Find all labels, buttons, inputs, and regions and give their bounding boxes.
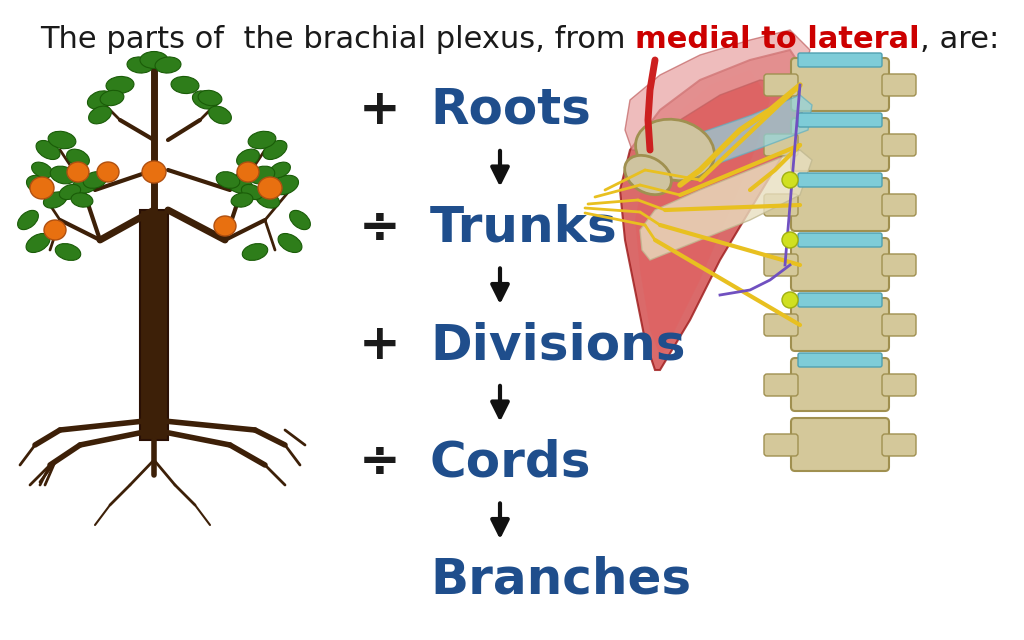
- Ellipse shape: [256, 192, 280, 208]
- FancyBboxPatch shape: [798, 233, 882, 247]
- Text: , are:: , are:: [920, 26, 999, 54]
- FancyBboxPatch shape: [764, 194, 798, 216]
- Ellipse shape: [27, 175, 53, 195]
- Bar: [140, 210, 168, 440]
- Ellipse shape: [30, 177, 54, 199]
- Ellipse shape: [87, 91, 113, 109]
- Ellipse shape: [83, 172, 106, 188]
- Ellipse shape: [71, 193, 93, 207]
- Ellipse shape: [193, 91, 217, 109]
- Text: Cords: Cords: [430, 438, 592, 486]
- Ellipse shape: [231, 193, 253, 207]
- Ellipse shape: [269, 162, 291, 178]
- Ellipse shape: [59, 184, 81, 200]
- Polygon shape: [625, 30, 810, 150]
- Ellipse shape: [249, 166, 274, 184]
- FancyBboxPatch shape: [791, 358, 889, 411]
- FancyBboxPatch shape: [791, 418, 889, 471]
- FancyBboxPatch shape: [882, 194, 916, 216]
- FancyBboxPatch shape: [798, 293, 882, 307]
- FancyBboxPatch shape: [764, 314, 798, 336]
- Polygon shape: [635, 70, 770, 355]
- Ellipse shape: [216, 172, 240, 188]
- Ellipse shape: [55, 244, 81, 260]
- Ellipse shape: [100, 90, 124, 106]
- Ellipse shape: [636, 119, 715, 180]
- FancyBboxPatch shape: [791, 238, 889, 291]
- Ellipse shape: [89, 106, 112, 124]
- Ellipse shape: [237, 162, 259, 182]
- Polygon shape: [640, 150, 812, 260]
- Circle shape: [782, 172, 798, 188]
- Ellipse shape: [67, 149, 89, 167]
- Text: ÷: ÷: [359, 204, 400, 252]
- Ellipse shape: [263, 141, 287, 159]
- FancyBboxPatch shape: [798, 53, 882, 67]
- Polygon shape: [620, 50, 810, 370]
- Ellipse shape: [17, 211, 38, 230]
- Ellipse shape: [43, 192, 67, 208]
- Ellipse shape: [73, 177, 97, 193]
- FancyBboxPatch shape: [798, 353, 882, 367]
- Text: ÷: ÷: [359, 438, 400, 486]
- Text: +: +: [359, 321, 400, 369]
- Ellipse shape: [243, 244, 267, 260]
- Circle shape: [782, 292, 798, 308]
- Ellipse shape: [155, 57, 181, 73]
- Ellipse shape: [67, 162, 89, 182]
- Ellipse shape: [106, 76, 134, 93]
- Ellipse shape: [290, 211, 310, 230]
- FancyBboxPatch shape: [882, 134, 916, 156]
- Text: medial to lateral: medial to lateral: [635, 26, 920, 54]
- Polygon shape: [635, 95, 812, 190]
- FancyBboxPatch shape: [764, 254, 798, 276]
- FancyBboxPatch shape: [764, 134, 798, 156]
- FancyBboxPatch shape: [882, 314, 916, 336]
- Ellipse shape: [140, 51, 168, 68]
- Ellipse shape: [97, 162, 119, 182]
- Ellipse shape: [26, 234, 50, 253]
- Ellipse shape: [50, 166, 76, 184]
- Ellipse shape: [142, 161, 166, 183]
- Text: +: +: [359, 86, 400, 134]
- Ellipse shape: [237, 149, 259, 167]
- Text: Branches: Branches: [430, 556, 691, 604]
- FancyBboxPatch shape: [882, 254, 916, 276]
- Ellipse shape: [171, 76, 199, 93]
- FancyBboxPatch shape: [764, 434, 798, 456]
- Ellipse shape: [271, 175, 299, 195]
- FancyBboxPatch shape: [764, 374, 798, 396]
- Ellipse shape: [258, 177, 282, 199]
- FancyBboxPatch shape: [791, 178, 889, 231]
- Circle shape: [782, 232, 798, 248]
- FancyBboxPatch shape: [791, 298, 889, 351]
- FancyBboxPatch shape: [882, 374, 916, 396]
- Ellipse shape: [279, 234, 302, 253]
- Ellipse shape: [242, 184, 262, 200]
- Ellipse shape: [214, 216, 236, 236]
- Ellipse shape: [32, 162, 52, 178]
- FancyBboxPatch shape: [882, 434, 916, 456]
- Ellipse shape: [127, 57, 153, 73]
- Ellipse shape: [36, 141, 60, 159]
- Ellipse shape: [209, 106, 231, 124]
- FancyBboxPatch shape: [798, 173, 882, 187]
- FancyBboxPatch shape: [791, 118, 889, 171]
- Text: Divisions: Divisions: [430, 321, 685, 369]
- Text: Roots: Roots: [430, 86, 591, 134]
- FancyBboxPatch shape: [882, 74, 916, 96]
- Ellipse shape: [227, 177, 252, 193]
- Ellipse shape: [248, 131, 275, 148]
- Ellipse shape: [198, 90, 222, 106]
- Ellipse shape: [44, 220, 66, 240]
- Ellipse shape: [48, 131, 76, 148]
- Text: The parts of  the brachial plexus, from: The parts of the brachial plexus, from: [40, 26, 635, 54]
- FancyBboxPatch shape: [798, 113, 882, 127]
- FancyBboxPatch shape: [791, 58, 889, 111]
- FancyBboxPatch shape: [764, 74, 798, 96]
- Text: Trunks: Trunks: [430, 204, 617, 252]
- Ellipse shape: [625, 156, 672, 195]
